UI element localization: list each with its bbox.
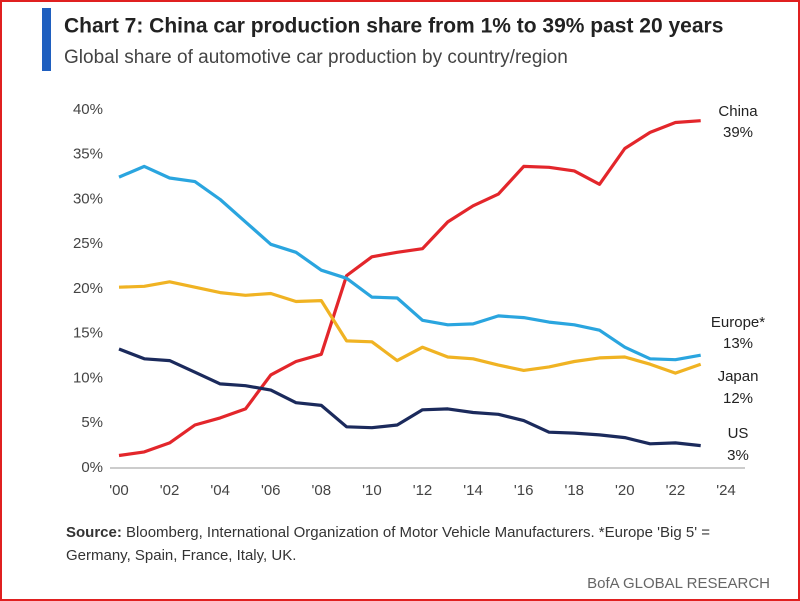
chart-subtitle: Global share of automotive car productio… <box>64 47 568 68</box>
footer: BofA GLOBAL RESEARCH <box>587 575 770 592</box>
series-line <box>118 347 701 448</box>
value-label: 3% <box>727 447 749 464</box>
x-tick-label: '02 <box>160 482 180 499</box>
legend-label: China <box>718 103 758 120</box>
legend-label: Japan <box>718 368 759 385</box>
y-tick-label: 40% <box>73 101 103 118</box>
x-tick-label: '00 <box>109 482 129 499</box>
source-text: Bloomberg, International Organization of… <box>66 524 710 564</box>
legend-label: US <box>728 425 749 442</box>
title-bar <box>42 8 51 71</box>
x-tick-label: '04 <box>210 482 230 499</box>
y-tick-label: 25% <box>73 235 103 252</box>
chart-title: Chart 7: China car production share from… <box>64 15 723 38</box>
y-tick-label: 20% <box>73 280 103 297</box>
series-line <box>118 164 701 362</box>
value-label: 12% <box>723 390 753 407</box>
series-line <box>118 280 702 375</box>
source-box: Source: Bloomberg, International Organiz… <box>66 521 766 567</box>
x-tick-label: '20 <box>615 482 635 499</box>
series-line <box>118 119 701 458</box>
y-tick-label: 10% <box>73 369 103 386</box>
y-tick-label: 5% <box>81 414 103 431</box>
y-tick-label: 35% <box>73 146 103 163</box>
x-tick-label: '24 <box>716 482 736 499</box>
x-tick-label: '22 <box>666 482 686 499</box>
x-tick-label: '08 <box>312 482 332 499</box>
x-tick-label: '12 <box>413 482 433 499</box>
source: Source: Bloomberg, International Organiz… <box>66 521 766 567</box>
y-tick-label: 30% <box>73 190 103 207</box>
y-tick-label: 0% <box>81 459 103 476</box>
y-tick-label: 15% <box>73 325 103 342</box>
value-label: 13% <box>723 335 753 352</box>
x-tick-label: '14 <box>463 482 483 499</box>
legend-label: Europe* <box>711 314 765 331</box>
x-tick-label: '16 <box>514 482 534 499</box>
x-tick-label: '18 <box>564 482 584 499</box>
value-label: 39% <box>723 124 753 141</box>
source-label: Source: <box>66 524 122 541</box>
x-tick-label: '06 <box>261 482 281 499</box>
x-tick-label: '10 <box>362 482 382 499</box>
